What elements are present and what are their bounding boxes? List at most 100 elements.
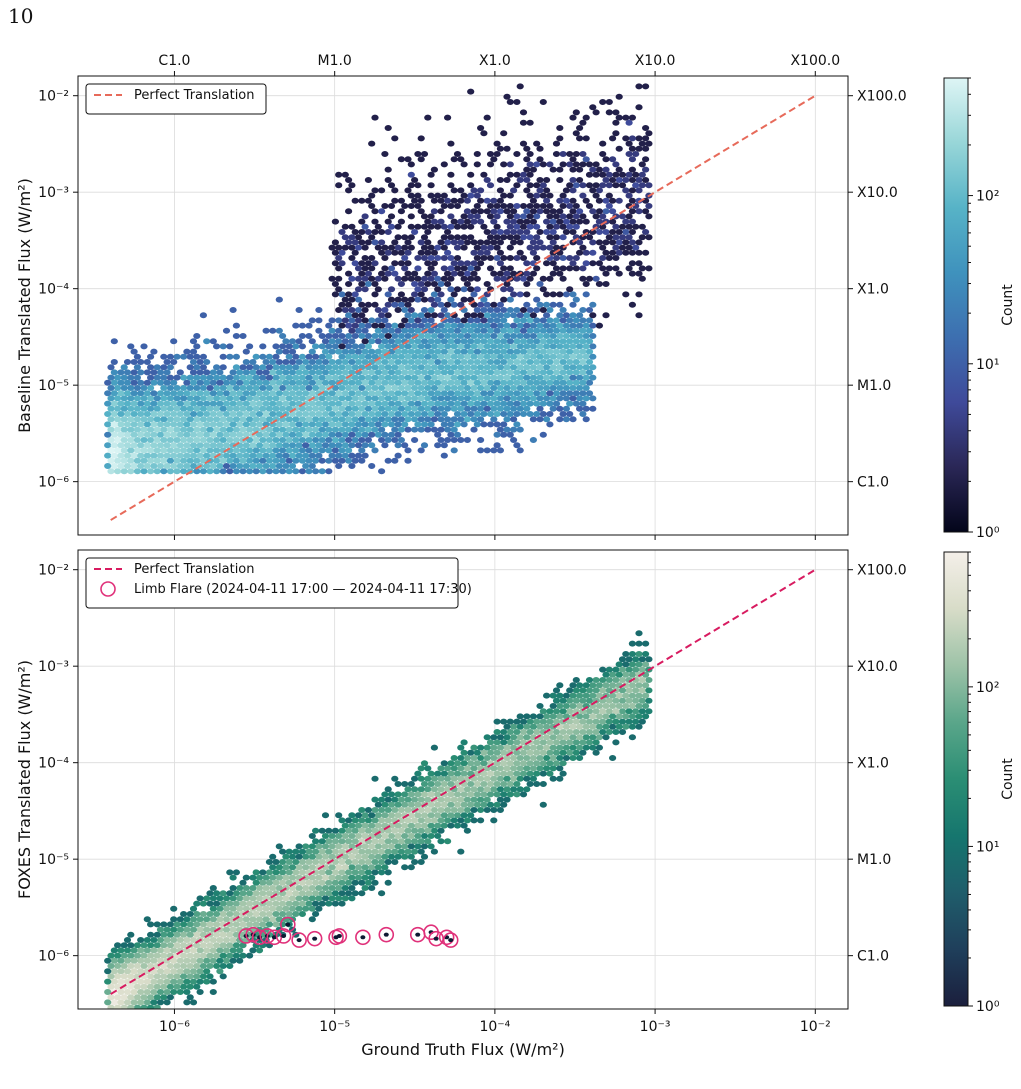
baseline-hexbin-cell	[437, 343, 445, 350]
baseline-hexbin-cell	[387, 182, 396, 189]
baseline-hexbin-cell	[519, 348, 528, 355]
baseline-hexbin-cell	[156, 431, 165, 438]
baseline-hexbin-cell	[523, 301, 531, 308]
foxes-hexbin-cell	[189, 978, 198, 985]
foxes-hexbin-cell	[358, 838, 366, 845]
foxes-hexbin-cell	[424, 827, 432, 834]
foxes-hexbin-cell	[513, 718, 521, 725]
baseline-hexbin-cell	[411, 353, 419, 360]
foxes-hexbin-cell	[272, 859, 280, 865]
foxes-hexbin-cell	[345, 817, 353, 824]
foxes-hexbin-cell	[374, 812, 382, 819]
baseline-hexbin-cell	[196, 359, 204, 365]
baseline-hexbin-cell	[401, 379, 409, 386]
baseline-hexbin-cell	[434, 379, 442, 386]
baseline-hexbin-cell	[645, 203, 653, 209]
foxes-hexbin-cell	[384, 807, 392, 813]
baseline-hexbin-cell	[312, 405, 320, 412]
baseline-hexbin-cell	[361, 431, 369, 438]
baseline-hexbin-cell	[427, 275, 435, 282]
baseline-hexbin-cell	[566, 359, 574, 365]
foxes-hexbin-cell	[232, 911, 240, 917]
baseline-hexbin-cell	[486, 182, 495, 189]
baseline-hexbin-cell	[140, 447, 148, 454]
baseline-hexbin-cell	[325, 426, 333, 433]
foxes-hexbin-cell	[292, 848, 300, 855]
baseline-hexbin-cell	[361, 359, 369, 365]
baseline-hexbin-cell	[381, 317, 389, 324]
foxes-hexbin-cell	[143, 937, 151, 943]
baseline-hexbin-cell	[189, 390, 198, 397]
foxes-hexbin-cell	[328, 895, 336, 902]
baseline-hexbin-cell	[404, 239, 412, 246]
foxes-hexbin-cell	[331, 827, 339, 834]
baseline-ytick-label: 10⁻⁵	[38, 378, 69, 394]
baseline-hexbin-cell	[176, 369, 184, 376]
baseline-hexbin-cell	[407, 317, 415, 324]
foxes-hexbin-cell	[599, 697, 607, 704]
baseline-hexbin-cell	[305, 374, 313, 381]
foxes-hexbin-cell	[354, 822, 363, 829]
baseline-hexbin-cell	[374, 307, 382, 313]
foxes-hexbin-cell	[209, 916, 217, 923]
baseline-hexbin-cell	[384, 312, 392, 319]
baseline-hexbin-cell	[430, 291, 438, 298]
baseline-hexbin-cell	[638, 171, 646, 178]
baseline-hexbin-cell	[196, 400, 204, 407]
foxes-hexbin-cell	[397, 796, 405, 803]
baseline-hexbin-cell	[618, 234, 627, 241]
baseline-hexbin-cell	[417, 343, 425, 350]
baseline-hexbin-cell	[533, 244, 541, 251]
limb-flare-point	[312, 936, 318, 941]
baseline-hexbin-cell	[460, 369, 468, 376]
baseline-hexbin-cell	[556, 416, 564, 423]
foxes-hexbin-cell	[186, 963, 194, 969]
foxes-hexbin-cell	[411, 796, 419, 803]
foxes-hexbin-cell	[361, 822, 369, 829]
foxes-hexbin-cell	[450, 755, 458, 761]
baseline-hexbin-cell	[160, 447, 168, 454]
foxes-hexbin-cell	[259, 879, 267, 886]
baseline-hexbin-cell	[556, 322, 564, 329]
baseline-top-tick-label: C1.0	[158, 53, 190, 69]
foxes-hexbin-cell	[645, 656, 653, 663]
foxes-hexbin-cell	[302, 853, 310, 860]
foxes-hexbin-cell	[493, 718, 501, 725]
baseline-hexbin-cell	[417, 447, 425, 454]
baseline-hexbin-cell	[345, 187, 353, 194]
baseline-hexbin-cell	[160, 364, 168, 371]
foxes-hexbin-cell	[150, 999, 158, 1006]
foxes-hexbin-cell	[213, 890, 221, 897]
baseline-hexbin-cell	[559, 255, 567, 261]
baseline-hexbin-cell	[490, 322, 498, 329]
baseline-hexbin-cell	[605, 109, 613, 116]
foxes-hexbin-cell	[407, 853, 415, 860]
foxes-hexbin-cell	[351, 817, 359, 824]
foxes-hexbin-cell	[579, 687, 587, 694]
baseline-hexbin-cell	[592, 182, 600, 189]
foxes-hexbin-cell	[120, 1004, 128, 1009]
baseline-hexbin-cell	[447, 400, 455, 407]
baseline-hexbin-cell	[450, 374, 458, 381]
foxes-hexbin-cell	[430, 775, 438, 782]
baseline-hexbin-cell	[275, 296, 283, 303]
baseline-hexbin-cell	[407, 213, 415, 220]
baseline-hexbin-cell	[417, 312, 425, 319]
baseline-hexbin-cell	[440, 338, 448, 345]
baseline-hexbin-cell	[209, 400, 217, 407]
baseline-hexbin-cell	[414, 421, 422, 428]
baseline-hexbin-cell	[259, 468, 267, 475]
baseline-hexbin-cell	[308, 452, 316, 459]
baseline-hexbin-cell	[302, 359, 310, 365]
baseline-hexbin-cell	[519, 338, 528, 345]
foxes-hexbin-cell	[612, 708, 620, 715]
baseline-hexbin-cell	[265, 468, 273, 475]
baseline-hexbin-cell	[450, 416, 458, 423]
baseline-hexbin-cell	[351, 437, 359, 443]
baseline-hexbin-cell	[374, 244, 382, 251]
baseline-hexbin-cell	[361, 442, 369, 449]
baseline-hexbin-cell	[407, 390, 415, 397]
baseline-hexbin-cell	[463, 239, 471, 246]
baseline-hexbin-cell	[457, 197, 465, 204]
baseline-hexbin-cell	[163, 463, 171, 469]
